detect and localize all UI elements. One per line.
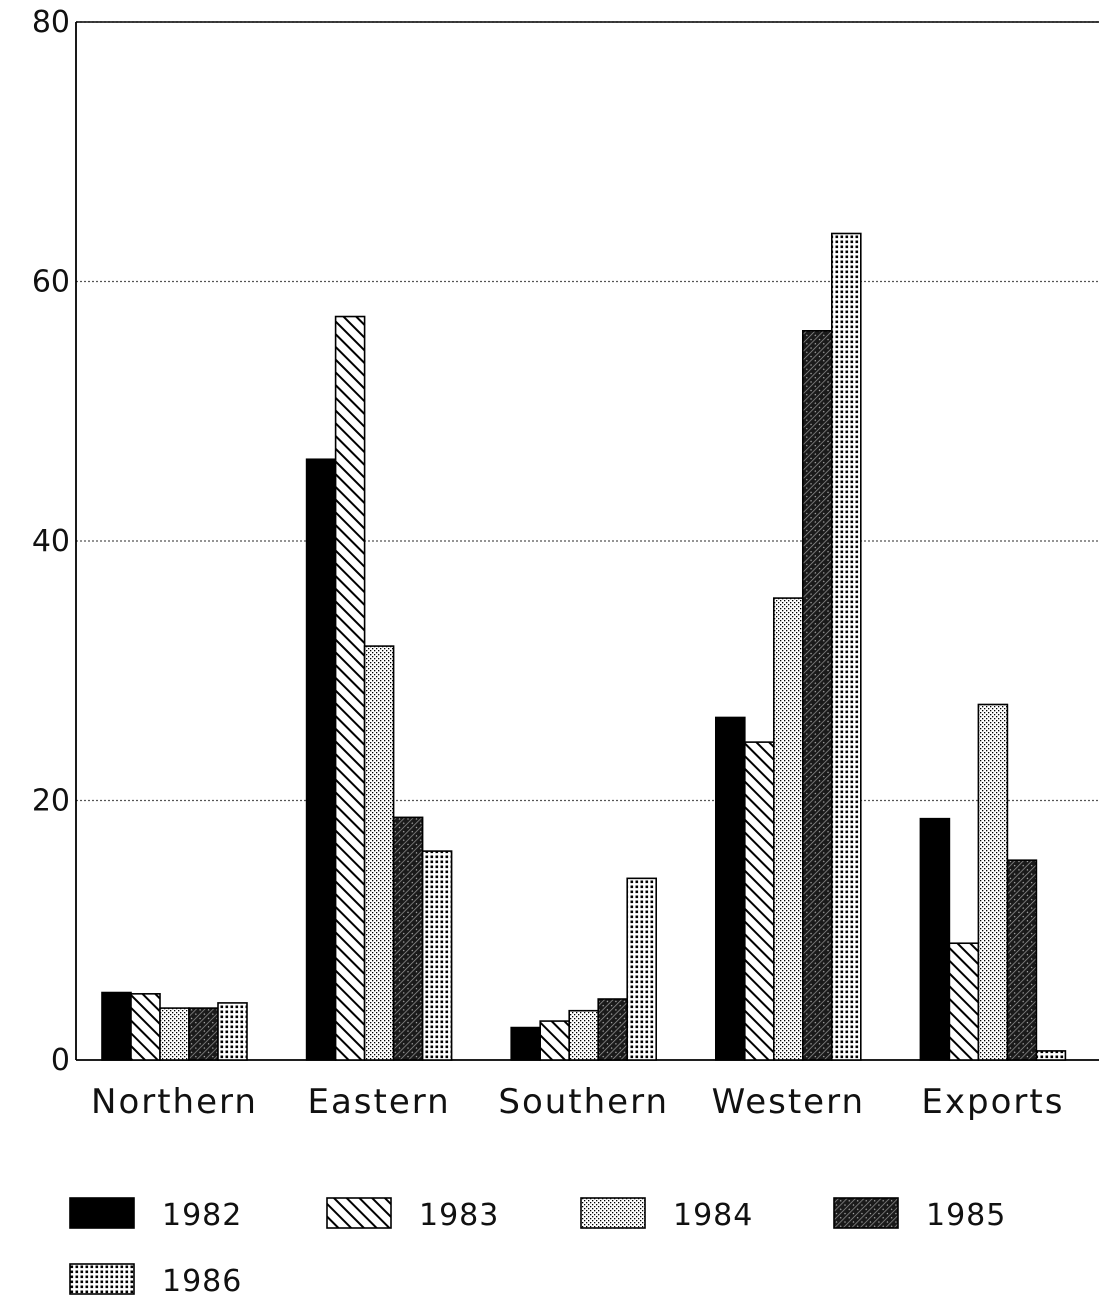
bar-southern-1983: [539, 1020, 571, 1061]
bar-eastern-1982: [305, 458, 337, 1061]
bar-northern-1984: [159, 1007, 190, 1061]
bar-northern-1982: [101, 991, 132, 1061]
bar-exports-1983: [948, 942, 980, 1061]
bar-exports-1982: [919, 817, 951, 1061]
y-tick-label: 40: [32, 524, 70, 559]
y-tick-label: 0: [51, 1043, 70, 1078]
legend-label: 1982: [162, 1198, 242, 1233]
legend-label: 1986: [162, 1264, 242, 1299]
x-category-label: Western: [712, 1082, 865, 1122]
bar-northern-1986: [217, 1002, 248, 1061]
y-tick-label: 80: [32, 5, 70, 40]
x-axis-labels: Northern Eastern Southern Western Exports: [91, 1082, 1064, 1122]
x-category-label: Southern: [498, 1082, 669, 1122]
legend-swatch-1985: [833, 1197, 899, 1229]
x-category-label: Exports: [921, 1082, 1064, 1122]
legend-label: 1984: [673, 1198, 753, 1233]
legend-label: 1985: [926, 1198, 1006, 1233]
x-category-label: Eastern: [307, 1082, 450, 1122]
bar-exports-1985: [1006, 859, 1038, 1061]
legend-swatch-1984: [580, 1197, 646, 1229]
legend-swatch-1983: [326, 1197, 392, 1229]
legend: 1982 1983 1984 1985 1986: [69, 1197, 1006, 1299]
x-category-label: Northern: [91, 1082, 258, 1122]
bar-northern-1985: [188, 1007, 219, 1061]
bar-eastern-1985: [392, 816, 424, 1061]
bar-western-1982: [714, 716, 746, 1061]
y-tick-label: 60: [32, 265, 70, 300]
bar-eastern-1986: [421, 850, 453, 1061]
legend-swatch-1982: [69, 1197, 135, 1229]
bar-northern-1983: [130, 993, 161, 1061]
bar-western-1985: [801, 330, 833, 1061]
bar-southern-1984: [568, 1009, 600, 1061]
bar-western-1984: [772, 597, 804, 1061]
bar-exports-1986: [1035, 1050, 1067, 1061]
gridlines: [76, 21, 1099, 802]
bar-eastern-1984: [363, 645, 395, 1061]
y-tick-label: 20: [32, 784, 70, 819]
legend-swatch-1986: [69, 1263, 135, 1295]
bar-western-1986: [830, 232, 862, 1061]
bar-western-1983: [743, 741, 775, 1061]
bar-southern-1986: [626, 877, 658, 1061]
legend-label: 1983: [419, 1198, 499, 1233]
bar-southern-1982: [510, 1026, 542, 1061]
bar-exports-1984: [977, 703, 1009, 1061]
bar-southern-1985: [597, 998, 629, 1061]
bar-eastern-1983: [334, 315, 366, 1061]
bars: [101, 232, 1067, 1061]
